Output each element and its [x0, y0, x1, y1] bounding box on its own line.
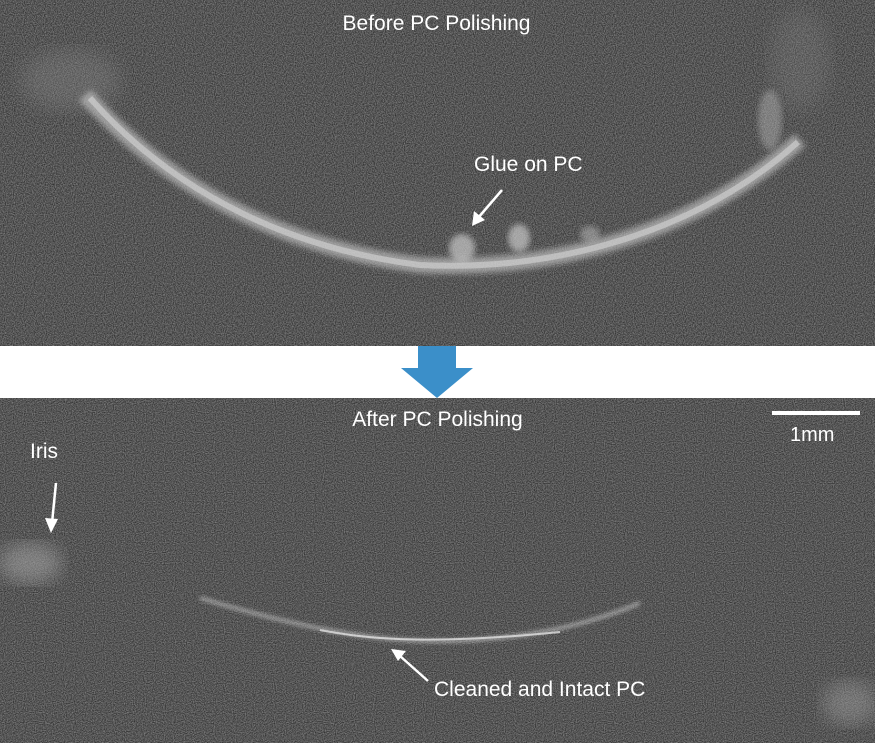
pc-annotation-label: Cleaned and Intact PC: [434, 678, 646, 701]
glue-annotation-label: Glue on PC: [474, 153, 583, 176]
oct-scan-after: [0, 398, 875, 743]
after-title: After PC Polishing: [352, 408, 523, 431]
after-image-panel: After PC Polishing Iris Cleaned and Inta…: [0, 398, 875, 743]
scale-bar-label: 1mm: [790, 424, 835, 446]
before-title: Before PC Polishing: [342, 12, 531, 35]
before-image-panel: Before PC Polishing Glue on PC: [0, 0, 875, 346]
down-arrow-icon: [401, 346, 473, 398]
iris-annotation-label: Iris: [30, 440, 58, 463]
oct-scan-before: [0, 0, 875, 346]
